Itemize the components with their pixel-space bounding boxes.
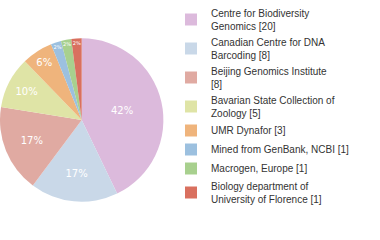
svg-text:2%: 2%	[73, 40, 81, 46]
svg-text:Mined from GenBank, NCBI [1]: Mined from GenBank, NCBI [1]	[211, 144, 349, 155]
svg-text:Bavarian State Collection ofZo: Bavarian State Collection ofZoology [5]	[211, 95, 335, 119]
svg-text:Canadian Centre for DNABarcodi: Canadian Centre for DNABarcoding [8]	[211, 37, 325, 61]
svg-text:UMR Dynafor [3]: UMR Dynafor [3]	[211, 125, 286, 136]
svg-text:42%: 42%	[111, 105, 133, 116]
svg-text:6%: 6%	[36, 57, 52, 68]
svg-text:Beijing Genomics Institute[8]: Beijing Genomics Institute[8]	[211, 66, 327, 90]
svg-text:17%: 17%	[21, 135, 43, 146]
svg-text:Centre for BiodiversityGenomic: Centre for BiodiversityGenomics [20]	[211, 8, 309, 32]
svg-text:17%: 17%	[65, 168, 87, 179]
svg-text:2%: 2%	[63, 41, 71, 47]
svg-text:2%: 2%	[53, 44, 61, 50]
svg-text:Macrogen, Europe [1]: Macrogen, Europe [1]	[211, 163, 307, 174]
svg-text:10%: 10%	[16, 86, 38, 97]
svg-text:Biology department ofUniversit: Biology department ofUniversity of Flore…	[211, 181, 322, 205]
